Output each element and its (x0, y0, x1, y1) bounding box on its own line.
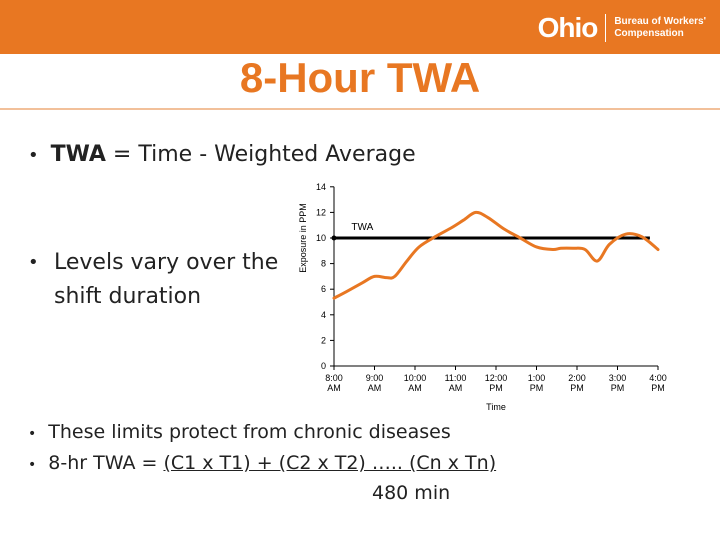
formula-numerator: (C1 x T1) + (C2 x T2) ….. (Cn x Tn) (163, 452, 497, 474)
logo-subtitle: Bureau of Workers' Compensation (614, 16, 706, 40)
x-tick-label: PM (611, 383, 625, 393)
x-tick-label: PM (489, 383, 503, 393)
y-tick-label: 2 (321, 335, 326, 345)
x-tick-label: AM (368, 383, 382, 393)
formula-denominator: 480 min (372, 482, 451, 504)
twa-bold: TWA (50, 142, 106, 167)
bullet-formula: • 8-hr TWA = (C1 x T1) + (C2 x T2) ….. (C… (28, 450, 496, 478)
slide-title: 8-Hour TWA (239, 54, 481, 101)
y-tick-label: 4 (321, 310, 326, 320)
header-bar: Ohio Bureau of Workers' Compensation (0, 0, 720, 54)
bullet-levels: • Levels vary over the shift duration (28, 246, 284, 314)
y-tick-label: 0 (321, 361, 326, 371)
bullet-dot-icon: • (28, 145, 39, 166)
x-tick-label: 4:00 (649, 373, 667, 383)
x-tick-label: AM (449, 383, 463, 393)
logo-divider (605, 14, 607, 42)
twa-definition: = Time - Weighted Average (105, 142, 416, 167)
x-tick-label: PM (570, 383, 584, 393)
bullet-dot-icon: • (28, 457, 37, 473)
x-tick-label: 3:00 (609, 373, 627, 383)
x-tick-label: 11:00 (445, 373, 467, 383)
logo-line-1: Bureau of Workers' (614, 16, 706, 27)
y-tick-label: 8 (321, 259, 326, 269)
x-tick-label: 2:00 (568, 373, 586, 383)
y-tick-label: 14 (316, 182, 326, 192)
y-tick-label: 6 (321, 284, 326, 294)
y-tick-label: 12 (316, 207, 326, 217)
x-tick-label: 1:00 (528, 373, 546, 383)
bullet-twa: • TWA = Time - Weighted Average (28, 142, 416, 167)
x-tick-label: PM (651, 383, 665, 393)
ohio-bwc-logo: Ohio Bureau of Workers' Compensation (538, 10, 706, 46)
x-tick-label: AM (327, 383, 341, 393)
exposure-series-line (332, 210, 660, 300)
x-tick-label: 9:00 (366, 373, 384, 383)
x-tick-label: AM (408, 383, 422, 393)
bullet-dot-icon: • (28, 252, 39, 273)
exposure-chart: 024681012148:00AM9:00AM10:00AM11:00AM12:… (298, 182, 667, 412)
y-tick-label: 10 (316, 233, 326, 243)
twa-line-start-marker (331, 235, 337, 241)
logo-word: Ohio (537, 12, 599, 43)
x-tick-label: 8:00 (325, 373, 343, 383)
logo-line-2: Compensation (614, 28, 684, 39)
twa-line-label: TWA (351, 222, 373, 233)
bullet-dot-icon: • (28, 426, 37, 442)
bullet-limits: • These limits protect from chronic disea… (28, 418, 451, 448)
limits-text: These limits protect from chronic diseas… (48, 421, 451, 443)
levels-text: Levels vary over the shift duration (54, 250, 279, 309)
x-axis-title: Time (486, 402, 506, 412)
y-axis-title: Exposure in PPM (298, 203, 308, 273)
x-tick-label: PM (530, 383, 544, 393)
x-tick-label: 10:00 (404, 373, 427, 383)
x-tick-label: 12:00 (485, 373, 508, 383)
formula-prefix: 8-hr TWA = (48, 452, 164, 474)
title-divider (0, 108, 720, 110)
